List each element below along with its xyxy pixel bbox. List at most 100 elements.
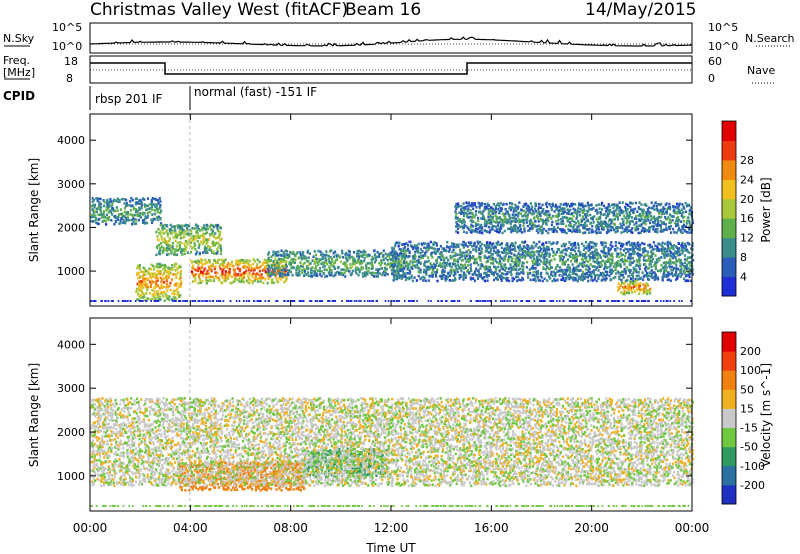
data-cell: [159, 270, 162, 273]
data-cell: [403, 272, 406, 276]
data-cell: [268, 266, 271, 270]
data-cell: [263, 268, 266, 271]
data-cell: [628, 282, 631, 286]
data-cell: [669, 231, 673, 234]
data-cell: [224, 279, 228, 282]
data-cell: [248, 259, 251, 263]
data-cell: [214, 232, 217, 235]
data-cell: [156, 218, 159, 222]
data-cell: [540, 275, 543, 279]
data-cell: [367, 270, 370, 273]
data-cell: [648, 290, 651, 294]
data-cell: [576, 273, 579, 277]
data-cell: [558, 269, 561, 272]
data-cell: [443, 266, 447, 270]
data-cell: [380, 252, 383, 255]
data-cell: [530, 253, 533, 257]
data-cell: [612, 206, 615, 210]
data-cell: [317, 263, 320, 266]
data-cell: [218, 265, 221, 268]
data-cell: [532, 257, 536, 261]
data-cell: [652, 225, 655, 228]
data-cell: [669, 242, 672, 245]
data-cell: [258, 260, 261, 264]
data-cell: [420, 254, 423, 258]
data-cell: [628, 300, 631, 302]
data-cell: [357, 273, 360, 277]
data-cell: [238, 275, 241, 278]
data-cell: [571, 256, 574, 260]
data-cell: [614, 275, 617, 279]
data-cell: [180, 280, 183, 283]
data-cell: [625, 291, 629, 295]
data-cell: [414, 255, 417, 258]
data-cell: [507, 247, 510, 250]
data-cell: [252, 258, 255, 261]
data-cell: [627, 240, 631, 244]
data-cell: [117, 300, 120, 302]
data-cell: [448, 279, 451, 282]
data-cell: [426, 268, 429, 271]
data-cell: [183, 249, 186, 253]
data-cell: [652, 241, 656, 244]
data-cell: [213, 252, 216, 255]
data-cell: [345, 264, 349, 267]
data-cell: [521, 256, 524, 259]
data-cell: [463, 272, 466, 276]
data-cell: [481, 212, 484, 216]
data-cell: [466, 204, 469, 208]
data-cell: [444, 276, 447, 280]
data-cell: [159, 247, 162, 250]
data-cell: [567, 273, 571, 277]
data-cell: [431, 265, 434, 269]
data-cell: [480, 247, 483, 251]
data-cell: [575, 266, 578, 269]
data-cell: [118, 222, 121, 225]
data-cell: [464, 276, 467, 279]
data-cell: [427, 259, 430, 263]
data-cell: [178, 277, 181, 281]
data-cell: [453, 262, 456, 266]
data-cell: [153, 212, 156, 216]
data-cell: [622, 243, 625, 246]
data-cell: [126, 216, 129, 219]
data-cell: [97, 204, 101, 207]
data-cell: [344, 256, 348, 259]
data-cell: [581, 270, 585, 274]
data-cell: [475, 205, 478, 209]
data-cell: [365, 263, 368, 267]
data-cell: [473, 202, 476, 205]
data-cell: [610, 241, 613, 244]
data-cell: [563, 248, 566, 252]
data-cell: [631, 231, 634, 234]
data-cell: [145, 221, 149, 225]
data-cell: [526, 250, 529, 254]
data-cell: [303, 274, 306, 277]
data-cell: [482, 215, 485, 219]
data-cell: [411, 300, 413, 302]
data-cell: [214, 271, 217, 274]
data-cell: [401, 255, 405, 258]
data-cell: [176, 224, 179, 227]
data-cell: [424, 279, 427, 283]
data-cell: [544, 263, 547, 266]
data-cell: [681, 251, 684, 255]
data-cell: [386, 262, 389, 266]
data-cell: [210, 269, 213, 273]
data-cell: [419, 268, 422, 272]
data-cell: [318, 270, 322, 273]
data-cell: [506, 244, 509, 248]
data-cell: [411, 279, 414, 283]
data-cell: [558, 254, 561, 258]
data-cell: [575, 255, 578, 259]
data-cell: [637, 271, 640, 274]
data-cell: [430, 254, 433, 257]
data-cell: [336, 254, 340, 257]
data-cell: [493, 245, 497, 249]
data-cell: [543, 277, 546, 281]
data-cell: [504, 207, 507, 211]
data-cell: [169, 223, 172, 227]
data-cell: [299, 300, 301, 302]
data-cell: [614, 241, 618, 244]
data-cell: [367, 300, 369, 302]
